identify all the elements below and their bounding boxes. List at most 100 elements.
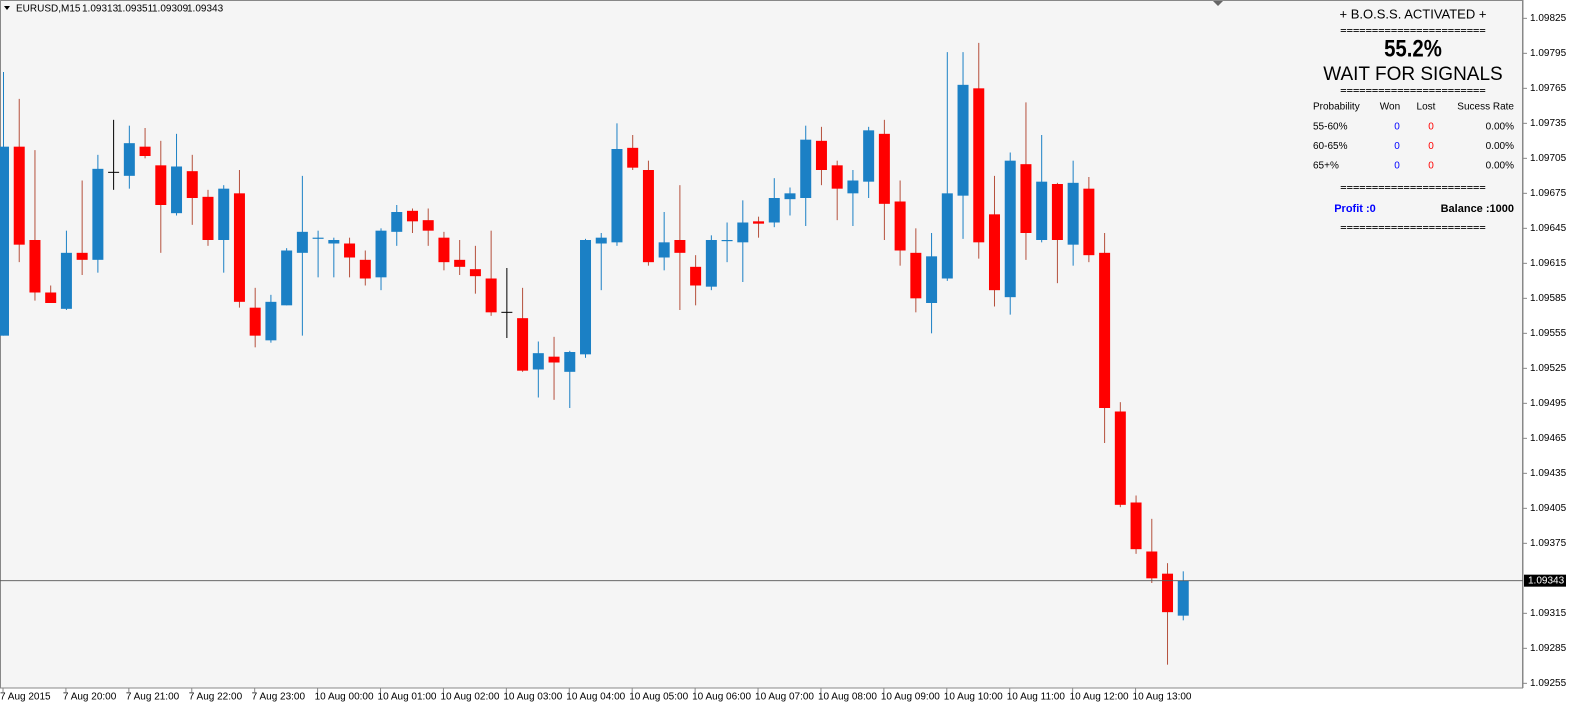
candle-body	[517, 318, 529, 371]
candle-body	[359, 259, 371, 279]
x-tick-label: 7 Aug 21:00	[126, 692, 180, 703]
panel-percent: 55.2%	[1384, 35, 1442, 62]
table-header: Probability	[1313, 102, 1360, 113]
x-tick-label: 10 Aug 09:00	[881, 692, 940, 703]
candle-body	[784, 193, 796, 200]
candle-body	[1177, 580, 1189, 616]
separator: =======================	[1340, 182, 1485, 194]
candle-body	[627, 147, 639, 168]
candle-body	[831, 165, 843, 189]
candle-body	[328, 240, 340, 244]
y-tick-label: 1.09315	[1530, 608, 1567, 619]
candle-body	[438, 237, 450, 263]
x-tick-label: 10 Aug 02:00	[440, 692, 499, 703]
candle-body	[249, 307, 261, 336]
y-tick-label: 1.09675	[1530, 188, 1567, 199]
candle-body	[564, 352, 576, 372]
candle-body	[202, 196, 214, 240]
lost-count: 0	[1428, 141, 1434, 152]
candle-body	[988, 214, 1000, 291]
candle-body	[737, 222, 749, 243]
row-label: 65+%	[1313, 161, 1339, 172]
candle-body	[13, 146, 25, 245]
success-rate: 0.00%	[1486, 122, 1514, 133]
table-header: Sucess Rate	[1457, 102, 1514, 113]
candle-body	[611, 149, 623, 243]
separator: =======================	[1340, 25, 1485, 37]
candle-body	[76, 252, 88, 260]
profit: Profit :0	[1334, 203, 1376, 215]
candle-body	[171, 166, 183, 214]
y-tick-label: 1.09255	[1530, 678, 1567, 689]
candle-body	[45, 292, 57, 303]
candle-body	[1067, 182, 1079, 245]
candle-body	[29, 240, 41, 293]
y-tick-label: 1.09285	[1530, 643, 1567, 654]
candle-body	[768, 198, 780, 223]
separator: =======================	[1340, 85, 1485, 97]
candle-body	[139, 146, 151, 156]
candles	[0, 42, 1189, 665]
candle-body	[580, 240, 592, 355]
candle-body	[1162, 573, 1174, 613]
y-tick-label: 1.09825	[1530, 13, 1567, 24]
lost-count: 0	[1428, 161, 1434, 172]
won-count: 0	[1394, 141, 1400, 152]
current-price-label: 1.09343	[1528, 575, 1565, 586]
candle-body	[469, 269, 481, 277]
y-tick-label: 1.09645	[1530, 223, 1567, 234]
y-tick-label: 1.09375	[1530, 538, 1567, 549]
candle-body	[595, 237, 607, 244]
x-tick-label: 7 Aug 2015	[0, 692, 51, 703]
table-body: 55-60% 0 0 0.00% 60-65% 0 0 0.00% 65+% 0 0 0.00%	[1313, 122, 1514, 172]
candle-body	[1020, 164, 1032, 233]
won-count: 0	[1394, 122, 1400, 133]
y-tick-label: 1.09585	[1530, 293, 1567, 304]
plot-area	[0, 0, 1523, 689]
row-label: 55-60%	[1313, 122, 1348, 133]
y-tick-label: 1.09405	[1530, 503, 1567, 514]
x-tick-label: 10 Aug 13:00	[1133, 692, 1192, 703]
y-tick-label: 1.09465	[1530, 433, 1567, 444]
x-tick-label: 10 Aug 10:00	[944, 692, 1003, 703]
candle-body	[375, 230, 387, 278]
won-count: 0	[1394, 161, 1400, 172]
candle-body	[391, 212, 403, 232]
candle-body	[705, 240, 717, 287]
y-tick-label: 1.09795	[1530, 48, 1567, 59]
candle-body	[218, 188, 230, 240]
x-tick-label: 10 Aug 01:00	[378, 692, 437, 703]
x-tick-label: 7 Aug 23:00	[252, 692, 306, 703]
candle-body	[878, 133, 890, 204]
y-tick-label: 1.09765	[1530, 83, 1567, 94]
boss-panel: + B.O.S.S. ACTIVATED + =================…	[1313, 6, 1514, 234]
candle-body	[281, 250, 293, 306]
candle-body	[344, 243, 356, 258]
candle-body	[406, 210, 418, 222]
y-tick-label: 1.09495	[1530, 398, 1567, 409]
x-tick-label: 10 Aug 06:00	[692, 692, 751, 703]
panel-title: + B.O.S.S. ACTIVATED +	[1340, 6, 1487, 21]
y-tick-label: 1.09435	[1530, 468, 1567, 479]
y-tick-label: 1.09735	[1530, 118, 1567, 129]
candle-body	[721, 240, 733, 242]
candle-body	[800, 139, 812, 198]
candle-body	[926, 256, 938, 303]
candle-body	[1051, 184, 1063, 240]
x-tick-label: 7 Aug 22:00	[189, 692, 243, 703]
shift-marker	[1213, 1, 1223, 6]
candle-body	[60, 252, 72, 309]
header-open: 1.09313	[82, 4, 119, 15]
candle-body	[1099, 252, 1111, 408]
header-close: 1.09343	[187, 4, 224, 15]
success-rate: 0.00%	[1486, 161, 1514, 172]
candle-body	[1083, 188, 1095, 256]
panel-status: WAIT FOR SIGNALS	[1323, 64, 1502, 85]
candle-body	[753, 221, 765, 224]
candle-body	[1114, 411, 1126, 505]
header-arrow	[4, 6, 10, 10]
candle-body	[265, 301, 277, 341]
candle-body	[642, 170, 654, 263]
candle-body	[910, 252, 922, 299]
